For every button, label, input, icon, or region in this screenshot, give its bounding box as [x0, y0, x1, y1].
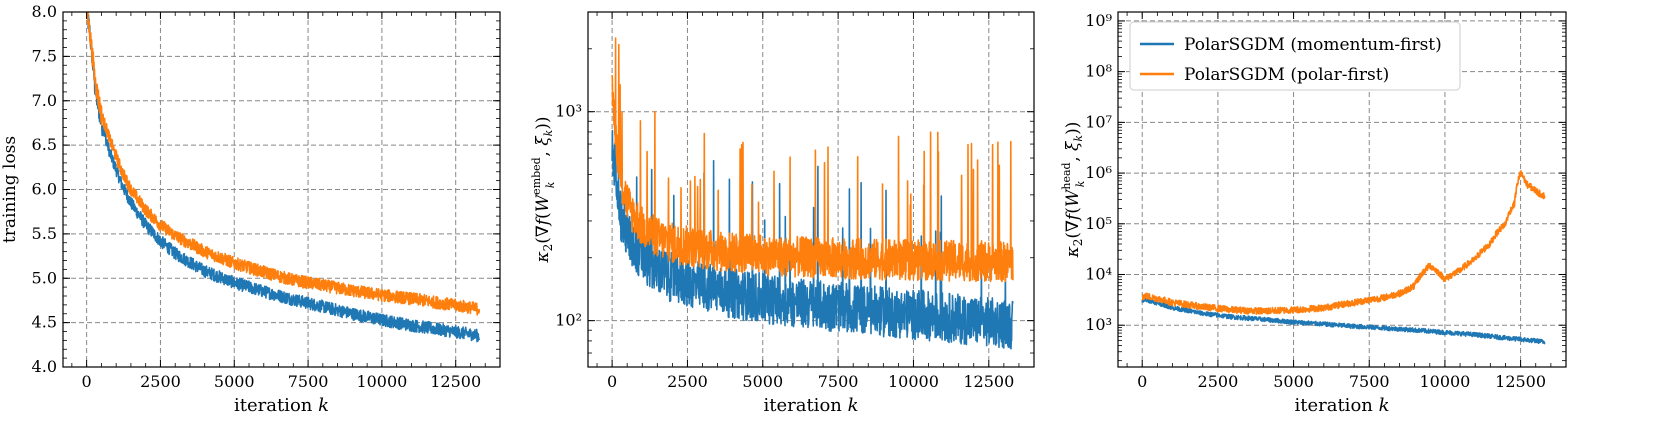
- y-tick-label: 10⁴: [1085, 265, 1112, 284]
- legend-box: [1129, 21, 1461, 91]
- y-tick-label: 6.0: [32, 180, 57, 199]
- series-line-momentum-first: [611, 129, 1014, 350]
- y-axis-label: κ2(∇f(Wheadk, ξk)): [1060, 122, 1087, 259]
- x-tick-label: 12500: [430, 372, 481, 391]
- y-tick-label: 10⁹: [1085, 11, 1112, 30]
- y-tick-label: 10⁵: [1085, 214, 1112, 233]
- y-tick-label: 5.0: [32, 268, 57, 287]
- x-tick-label: 0: [82, 372, 92, 391]
- y-axis-label: κ2(∇f(Wembedk, ξk)): [530, 116, 557, 263]
- series-line-polar-first: [1141, 170, 1546, 315]
- panel-1: 0 2500 5000 7500 10000 12500 4.0 4.5 5.0 5.5 6.0 6.…: [0, 2, 501, 416]
- x-tick-label: 12500: [963, 372, 1014, 391]
- y-tick-label: 10³: [555, 102, 582, 121]
- y-tick-label: 10²: [555, 311, 582, 330]
- plot-frame: [587, 11, 1035, 368]
- x-tick-label: 10000: [888, 372, 939, 391]
- x-tick-label: 12500: [1495, 372, 1546, 391]
- y-axis-label: training loss: [0, 136, 20, 243]
- x-axis-label: iteration k: [234, 395, 329, 416]
- x-axis-label: iteration k: [1294, 395, 1389, 416]
- x-tick-label: 0: [607, 372, 617, 391]
- legend-label: PolarSGDM (momentum-first): [1184, 35, 1442, 55]
- y-tick-label: 7.5: [32, 46, 57, 65]
- x-tick-label: 2500: [140, 372, 181, 391]
- x-tick-label: 5000: [214, 372, 255, 391]
- legend-label: PolarSGDM (polar-first): [1184, 65, 1389, 85]
- x-tick-label: 10000: [1419, 372, 1470, 391]
- panel-3: 0 2500 5000 7500 10000 12500 10³ 10⁴ 10⁵ 10⁶ 10⁷ 10…: [1060, 11, 1567, 416]
- y-tick-label: 4.5: [32, 313, 57, 332]
- x-tick-label: 0: [1137, 372, 1147, 391]
- legend: PolarSGDM (momentum-first) PolarSGDM (pol…: [1129, 21, 1461, 91]
- y-tick-label: 10⁸: [1085, 62, 1112, 81]
- x-tick-label: 7500: [288, 372, 329, 391]
- x-tick-label: 2500: [1198, 372, 1239, 391]
- y-tick-label: 4.0: [32, 357, 57, 376]
- series-line-polar-first: [85, 12, 481, 316]
- panel-2: 0 2500 5000 7500 10000 12500 10² 10³ iteration k…: [530, 11, 1035, 416]
- plot-frame: [1117, 11, 1567, 368]
- y-tick-label: 5.5: [32, 224, 57, 243]
- x-tick-label: 5000: [742, 372, 783, 391]
- y-tick-label: 7.0: [32, 91, 57, 110]
- y-tick-label: 10⁶: [1085, 163, 1112, 182]
- y-tick-label: 10³: [1085, 315, 1112, 334]
- x-tick-label: 7500: [818, 372, 859, 391]
- series-line-momentum-first: [1141, 297, 1546, 345]
- series-line-polar-first: [611, 37, 1014, 283]
- x-tick-label: 7500: [1349, 372, 1390, 391]
- x-tick-label: 10000: [356, 372, 407, 391]
- series-line-momentum-first: [85, 12, 481, 343]
- y-tick-label: 6.5: [32, 135, 57, 154]
- y-tick-label: 8.0: [32, 2, 57, 21]
- x-axis-label: iteration k: [763, 395, 858, 416]
- y-tick-label: 10⁷: [1085, 112, 1112, 131]
- x-tick-label: 5000: [1273, 372, 1314, 391]
- x-tick-label: 2500: [667, 372, 708, 391]
